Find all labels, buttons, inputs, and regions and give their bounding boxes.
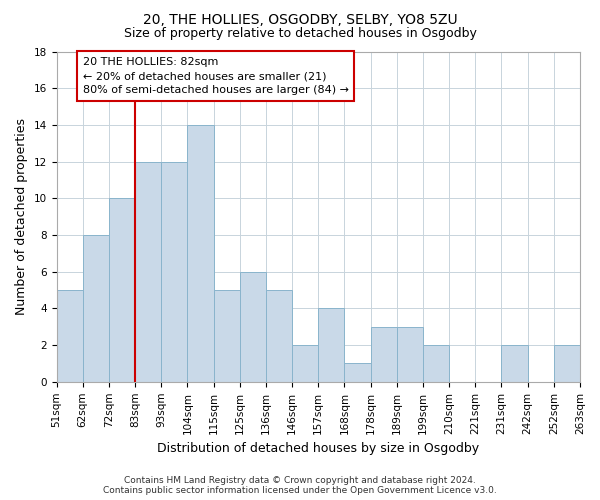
Bar	[161, 162, 187, 382]
Bar	[423, 345, 449, 382]
Bar	[344, 364, 371, 382]
Text: 20, THE HOLLIES, OSGODBY, SELBY, YO8 5ZU: 20, THE HOLLIES, OSGODBY, SELBY, YO8 5ZU	[143, 12, 457, 26]
Y-axis label: Number of detached properties: Number of detached properties	[15, 118, 28, 315]
Bar	[240, 272, 266, 382]
Text: Contains HM Land Registry data © Crown copyright and database right 2024.
Contai: Contains HM Land Registry data © Crown c…	[103, 476, 497, 495]
Bar	[83, 235, 109, 382]
Text: 20 THE HOLLIES: 82sqm
← 20% of detached houses are smaller (21)
80% of semi-deta: 20 THE HOLLIES: 82sqm ← 20% of detached …	[83, 57, 349, 95]
Bar	[56, 290, 83, 382]
Bar	[214, 290, 240, 382]
Bar	[187, 125, 214, 382]
Bar	[371, 327, 397, 382]
Bar	[318, 308, 344, 382]
Bar	[266, 290, 292, 382]
Bar	[109, 198, 135, 382]
Bar	[554, 345, 580, 382]
Text: Size of property relative to detached houses in Osgodby: Size of property relative to detached ho…	[124, 28, 476, 40]
Bar	[502, 345, 527, 382]
X-axis label: Distribution of detached houses by size in Osgodby: Distribution of detached houses by size …	[157, 442, 479, 455]
Bar	[135, 162, 161, 382]
Bar	[397, 327, 423, 382]
Bar	[292, 345, 318, 382]
